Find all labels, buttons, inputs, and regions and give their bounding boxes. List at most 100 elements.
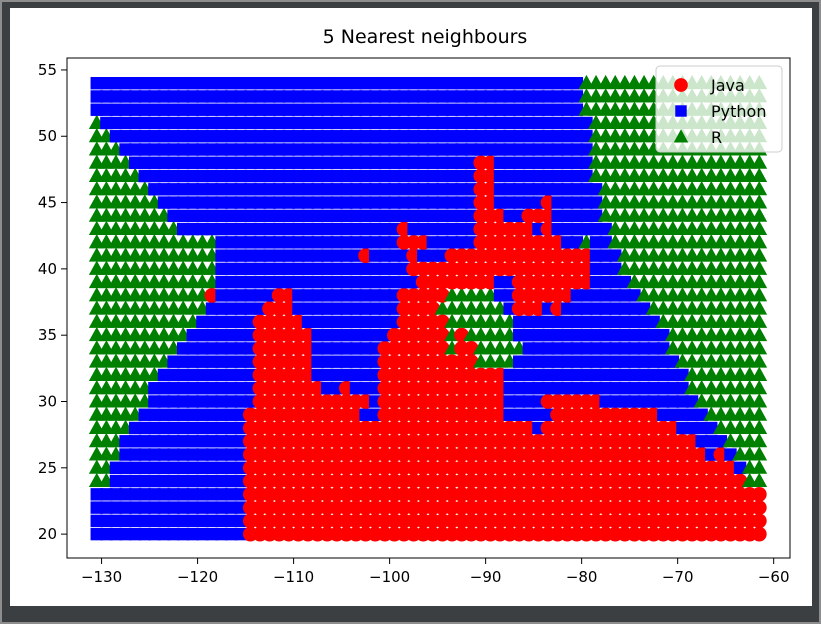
point-python	[388, 76, 401, 90]
point-python	[148, 395, 161, 408]
point-python	[436, 169, 449, 183]
point-python	[647, 382, 660, 395]
point-python	[186, 501, 199, 514]
point-python	[541, 328, 555, 342]
point-python	[436, 76, 449, 90]
point-python	[205, 315, 219, 329]
point-python	[513, 156, 526, 169]
point-python	[436, 130, 449, 143]
point-java	[751, 513, 767, 529]
point-python	[272, 156, 286, 169]
point-python	[224, 342, 238, 355]
point-python	[618, 355, 632, 368]
point-python	[426, 90, 440, 103]
point-python	[513, 368, 526, 382]
point-python	[263, 209, 276, 223]
point-python	[244, 289, 257, 302]
point-python	[224, 262, 238, 276]
point-python	[705, 421, 718, 435]
point-python	[522, 76, 536, 90]
point-python	[311, 169, 324, 183]
point-python	[292, 156, 305, 169]
point-python	[234, 328, 247, 342]
point-python	[157, 448, 171, 461]
point-python	[215, 236, 228, 249]
point-python	[215, 76, 228, 90]
point-python	[330, 90, 344, 103]
point-python	[426, 143, 440, 156]
point-python	[647, 395, 660, 408]
point-python	[330, 196, 344, 209]
point-java	[751, 500, 767, 516]
point-python	[359, 275, 372, 289]
point-r	[751, 194, 768, 209]
point-python	[215, 156, 228, 169]
point-python	[320, 222, 334, 236]
point-python	[109, 501, 123, 514]
point-python	[119, 474, 132, 488]
point-python	[186, 355, 199, 368]
point-python	[369, 236, 382, 249]
point-python	[176, 461, 190, 475]
point-python	[167, 461, 180, 475]
point-python	[282, 222, 296, 236]
point-python	[522, 408, 536, 421]
point-python	[292, 209, 305, 223]
point-python	[272, 275, 286, 289]
point-python	[359, 222, 372, 236]
point-python	[397, 156, 411, 169]
point-python	[215, 421, 228, 435]
point-python	[90, 527, 103, 541]
point-python	[541, 169, 555, 183]
point-python	[157, 488, 171, 501]
point-python	[176, 382, 190, 395]
point-python	[493, 156, 507, 169]
point-python	[176, 368, 190, 382]
point-python	[551, 169, 564, 183]
point-r	[751, 180, 768, 196]
point-python	[503, 408, 516, 421]
y-tick-label: 40	[38, 260, 57, 278]
point-python	[465, 116, 478, 130]
point-python	[320, 196, 334, 209]
point-python	[330, 236, 344, 249]
point-python	[196, 501, 209, 514]
point-python	[330, 289, 344, 302]
point-python	[196, 368, 209, 382]
point-python	[186, 169, 199, 183]
point-python	[196, 116, 209, 130]
point-python	[378, 262, 392, 276]
point-python	[522, 156, 536, 169]
point-python	[186, 209, 199, 223]
point-python	[244, 116, 257, 130]
point-python	[320, 289, 334, 302]
point-python	[176, 209, 190, 223]
point-python	[205, 501, 219, 514]
point-python	[647, 342, 660, 355]
point-python	[340, 183, 353, 196]
point-python	[522, 328, 536, 342]
point-python	[320, 368, 334, 382]
point-python	[436, 236, 449, 249]
point-python	[301, 315, 315, 329]
point-python	[234, 76, 247, 90]
point-python	[148, 103, 161, 116]
point-python	[417, 183, 430, 196]
point-python	[532, 169, 545, 183]
point-python	[349, 328, 363, 342]
point-python	[224, 448, 238, 461]
point-python	[148, 143, 161, 156]
point-python	[292, 130, 305, 143]
point-python	[196, 421, 209, 435]
point-python	[138, 143, 151, 156]
point-python	[532, 382, 545, 395]
point-python	[224, 183, 238, 196]
point-python	[551, 342, 564, 355]
point-python	[532, 183, 545, 196]
point-python	[541, 143, 555, 156]
point-python	[148, 461, 161, 475]
point-r	[751, 432, 768, 448]
point-python	[320, 143, 334, 156]
point-python	[205, 209, 219, 223]
point-python	[186, 183, 199, 196]
